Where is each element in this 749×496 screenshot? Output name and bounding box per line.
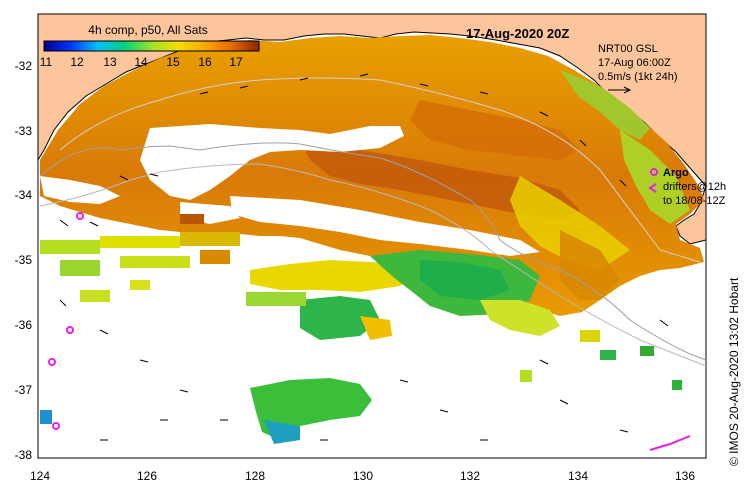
colorbar-tick: 13 bbox=[103, 55, 117, 69]
y-tick-label: -32 bbox=[15, 59, 33, 73]
argo-legend-icon bbox=[650, 168, 658, 176]
current-legend: NRT00 GSL 17-Aug 06:00Z 0.5m/s (1kt 24h) bbox=[598, 43, 677, 94]
x-tick-label: 136 bbox=[675, 469, 695, 483]
x-tick-label: 124 bbox=[30, 469, 50, 483]
colorbar-tick: 11 bbox=[40, 55, 53, 69]
drifters-date: to 18/08-12Z bbox=[663, 195, 726, 207]
vector-scale: 0.5m/s (1kt 24h) bbox=[598, 71, 677, 83]
x-tick-label: 134 bbox=[568, 469, 588, 483]
colorbar-tick: 14 bbox=[134, 55, 148, 69]
map-title: 17-Aug-2020 20Z bbox=[466, 26, 569, 41]
x-axis: 124 126 128 130 132 134 136 bbox=[30, 469, 695, 483]
drifter-track bbox=[649, 435, 691, 451]
current-vectors bbox=[59, 73, 669, 441]
x-tick-label: 130 bbox=[353, 469, 373, 483]
colorbar-tick: 16 bbox=[198, 55, 212, 69]
colorbar-tick: 17 bbox=[229, 55, 243, 69]
colorbar-title: 4h comp, p50, All Sats bbox=[88, 23, 207, 37]
model-time: 17-Aug 06:00Z bbox=[598, 57, 671, 69]
y-tick-label: -36 bbox=[15, 318, 33, 332]
y-tick-label: -38 bbox=[15, 448, 33, 462]
y-tick-label: -34 bbox=[15, 188, 33, 202]
y-tick-label: -37 bbox=[15, 383, 33, 397]
x-tick-label: 126 bbox=[137, 469, 157, 483]
drifter-legend-icon bbox=[648, 183, 657, 193]
y-axis: -32 -33 -34 -35 -36 -37 -38 bbox=[15, 59, 33, 462]
argo-float bbox=[66, 326, 74, 334]
sst-field bbox=[40, 35, 704, 316]
argo-label: Argo bbox=[663, 167, 689, 179]
x-tick-label: 128 bbox=[245, 469, 265, 483]
credit-text: © IMOS 20-Aug-2020 13:02 Hobart bbox=[727, 277, 741, 466]
scale-arrow-head bbox=[623, 86, 632, 94]
argo-legend: Argo drifters@12h to 18/08-12Z bbox=[648, 167, 726, 207]
argo-float bbox=[52, 422, 60, 430]
argo-floats bbox=[48, 212, 691, 451]
colorbar-tick: 15 bbox=[166, 55, 180, 69]
colorbar: 4h comp, p50, All Sats 11 12 13 14 15 16… bbox=[40, 23, 260, 69]
sst-patches bbox=[40, 214, 682, 444]
argo-float bbox=[76, 212, 84, 220]
colorbar-tick: 12 bbox=[70, 55, 84, 69]
y-tick-label: -33 bbox=[15, 124, 33, 138]
argo-float bbox=[48, 358, 56, 366]
x-tick-label: 132 bbox=[460, 469, 480, 483]
bathymetry-contours bbox=[39, 77, 707, 367]
y-tick-label: -35 bbox=[15, 253, 33, 267]
drifters-label: drifters@12h bbox=[663, 181, 726, 193]
model-name: NRT00 GSL bbox=[598, 43, 658, 55]
colorbar-gradient bbox=[43, 40, 260, 52]
